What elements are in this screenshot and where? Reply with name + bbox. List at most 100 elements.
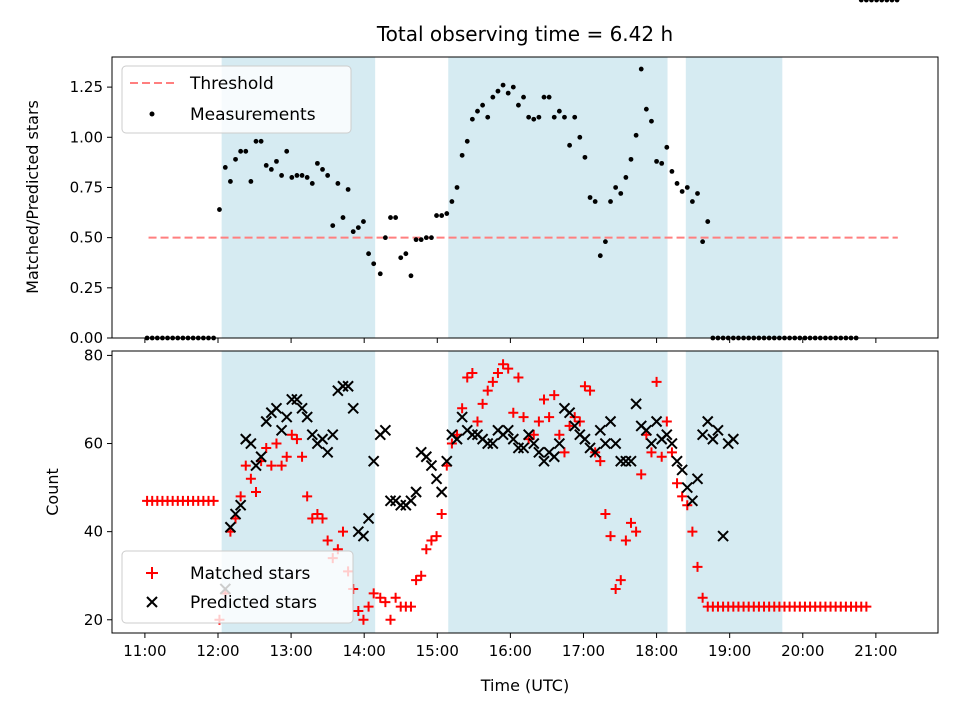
measurement-point <box>413 237 419 243</box>
matched-star-point <box>677 491 688 502</box>
matched-star-point <box>235 491 246 502</box>
matched-star-point <box>610 583 621 594</box>
predicted-star-point <box>563 406 576 419</box>
matched-star-point <box>426 535 437 546</box>
predicted-star-point <box>487 437 499 450</box>
predicted-star-point <box>620 455 632 467</box>
measurement-point <box>330 223 336 229</box>
measurement-point <box>233 156 238 162</box>
bottom-legend-box <box>121 550 354 624</box>
legend-measurements-label: Measurements <box>190 105 316 125</box>
measurement-point <box>485 114 491 120</box>
predicted-star-point <box>650 415 663 428</box>
matched-star-point <box>208 495 219 506</box>
matched-star-point <box>322 535 333 546</box>
legend-predicted-label: Predicted stars <box>190 593 317 613</box>
measurement-point <box>516 102 521 108</box>
matched-star-point <box>595 456 606 467</box>
predicted-star-point <box>645 437 658 450</box>
matched-star-point <box>605 531 616 542</box>
x-tick-label: 13:00 <box>269 642 312 660</box>
measurement-point <box>551 114 557 120</box>
measurement-point <box>444 211 450 216</box>
matched-star-point <box>631 526 642 537</box>
measurement-point <box>459 152 465 158</box>
matched-star-point <box>385 614 396 625</box>
measurement-point <box>217 207 222 212</box>
bottom-y-tick-label: 80 <box>84 346 103 364</box>
bottom-y-tick-label: 20 <box>84 611 103 629</box>
x-tick-label: 17:00 <box>562 642 605 660</box>
predicted-star-point <box>528 437 540 450</box>
matched-star-point <box>625 517 636 528</box>
measurement-point <box>541 94 547 100</box>
matched-star-point <box>337 526 348 537</box>
measurement-point <box>649 118 654 124</box>
matched-star-point <box>656 451 667 462</box>
matched-star-point <box>240 460 251 471</box>
predicted-star-point <box>466 429 479 441</box>
measurement-point <box>879 0 885 3</box>
measurement-point <box>393 215 399 220</box>
predicted-star-point <box>548 451 560 463</box>
measurement-point <box>556 108 562 114</box>
matched-star-point <box>472 416 483 427</box>
matched-star-point <box>498 359 509 370</box>
matched-star-point <box>554 429 565 440</box>
predicted-star-point <box>245 437 257 450</box>
predicted-star-point <box>579 433 591 445</box>
matched-star-point <box>457 403 468 414</box>
predicted-star-point <box>696 429 709 441</box>
predicted-star-point <box>425 459 438 472</box>
measurement-point <box>654 158 659 164</box>
top-y-axis-label: Matched/Predicted stars <box>23 100 42 294</box>
matched-star-point <box>585 385 596 396</box>
matched-star-point <box>358 614 369 625</box>
measurement-point <box>674 181 680 186</box>
measurement-point <box>863 0 869 3</box>
matched-star-point <box>487 376 498 387</box>
measurement-point <box>403 251 409 257</box>
matched-star-point <box>544 412 555 423</box>
top-axes-frame <box>111 56 939 339</box>
matched-star-point <box>620 535 631 546</box>
top-y-tick-label: 0.75 <box>70 178 103 196</box>
shaded-interval-2 <box>685 57 783 338</box>
matched-star-point <box>672 478 683 489</box>
measurement-point <box>689 199 695 204</box>
measurement-point <box>263 162 269 168</box>
measurement-point <box>464 138 470 144</box>
matched-star-point <box>508 407 519 418</box>
measurement-point <box>894 0 900 3</box>
measurement-point <box>345 187 351 192</box>
measurement-point <box>320 167 325 172</box>
matched-star-point <box>261 442 272 453</box>
matched-star-point <box>687 526 698 537</box>
bottom-y-ticks: 20 40 60 80 <box>84 346 112 629</box>
matched-star-point <box>431 531 442 542</box>
predicted-star-point <box>342 380 354 392</box>
matched-star-point <box>549 390 560 401</box>
predicted-star-point <box>229 508 242 520</box>
measurement-point <box>628 156 634 162</box>
shaded-interval-1 <box>448 57 668 338</box>
measurement-point <box>371 261 377 267</box>
predicted-star-point <box>384 495 397 507</box>
measurement-point <box>238 148 244 154</box>
predicted-star-point <box>594 424 606 437</box>
matched-star-point <box>579 381 590 392</box>
bottom-legend: Matched stars Predicted stars <box>121 550 354 624</box>
measurement-point <box>279 173 284 178</box>
bottom-y-axis-label: Count <box>43 468 62 516</box>
predicted-star-point <box>630 398 642 410</box>
matched-star-point <box>467 368 478 379</box>
measurement-point <box>284 148 290 154</box>
top-legend: Threshold Measurements <box>121 65 352 134</box>
measurement-point <box>531 116 537 122</box>
x-tick-label: 11:00 <box>123 642 166 660</box>
measurement-point <box>355 225 361 231</box>
predicted-star-point <box>270 402 283 414</box>
measurement-point <box>377 271 383 277</box>
